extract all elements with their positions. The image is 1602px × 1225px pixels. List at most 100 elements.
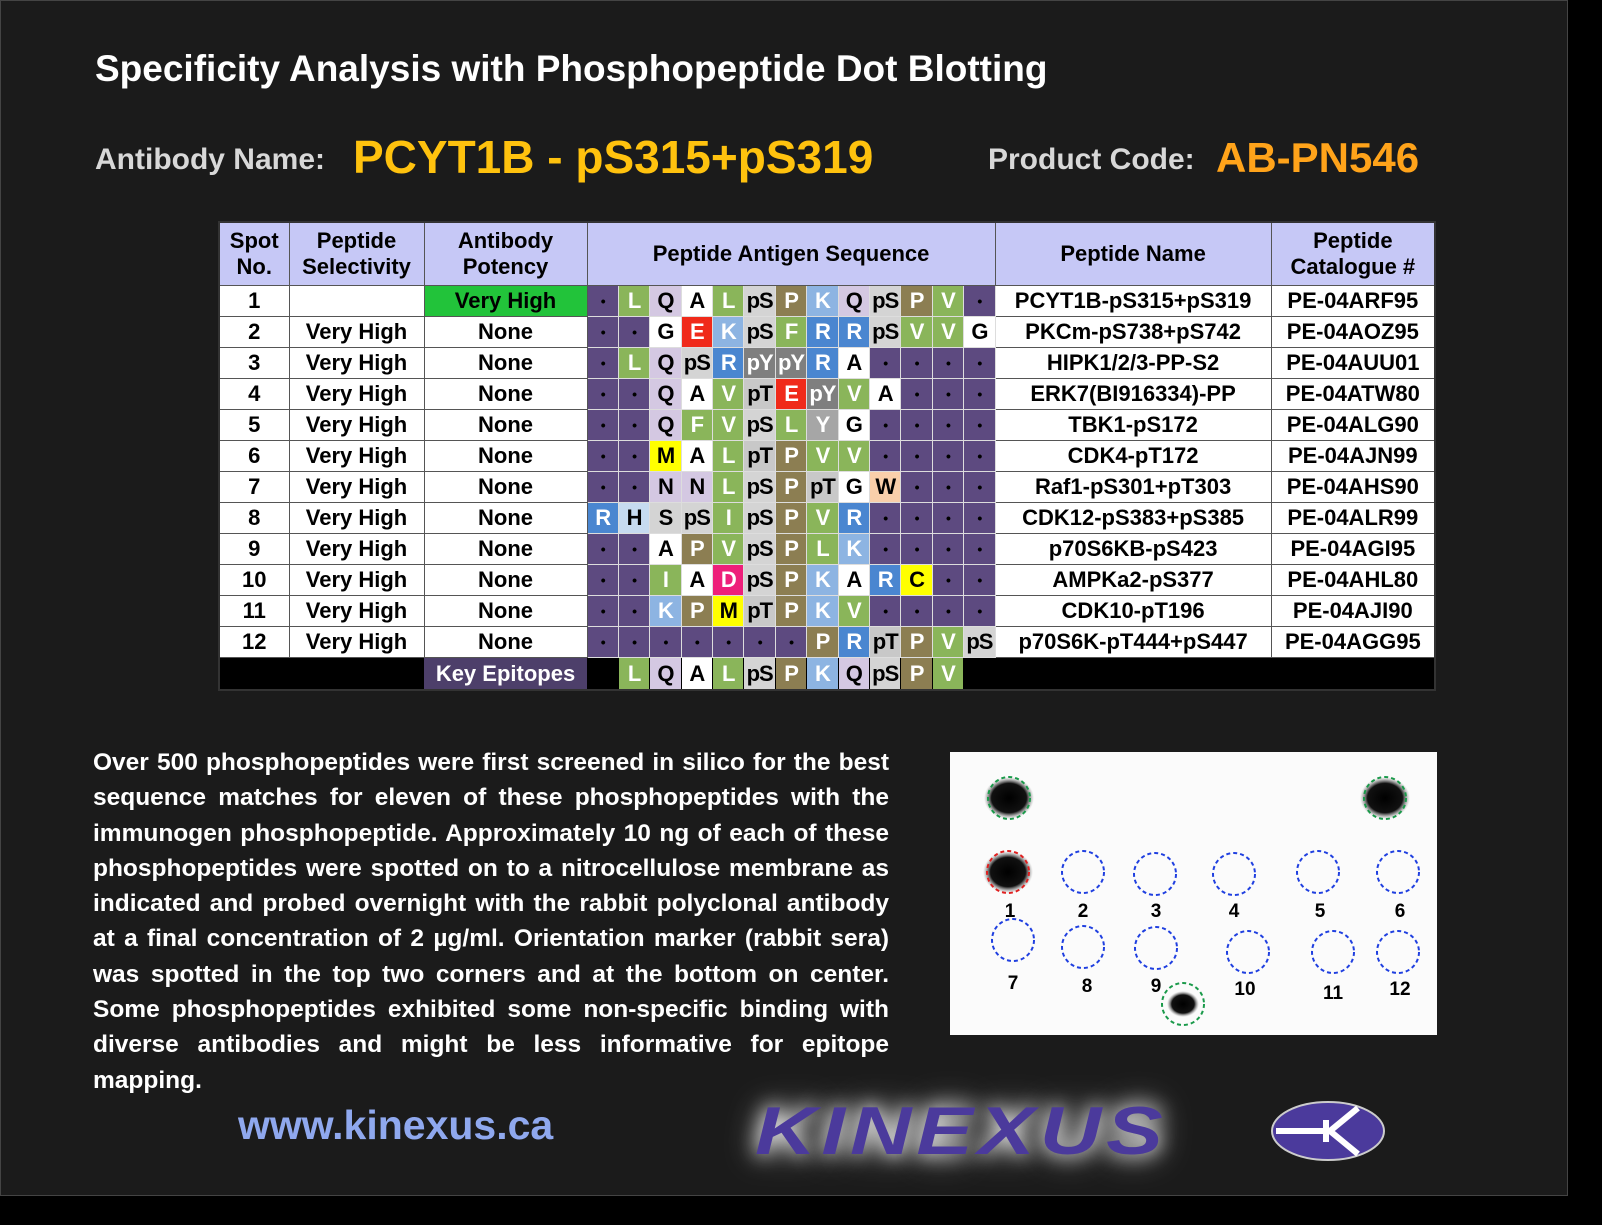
- header-peptide-name: Peptide Name: [994, 221, 1272, 286]
- sequence-residue: Q: [649, 409, 682, 441]
- sequence-residue: N: [680, 471, 714, 503]
- sequence-residue: F: [680, 409, 714, 441]
- spot-label: 1: [1005, 901, 1016, 922]
- sequence-residue: P: [774, 657, 808, 691]
- catalogue-number: PE-04AHS90: [1270, 471, 1436, 503]
- spot-number: 2: [218, 316, 290, 348]
- blot-spot-dark: [1167, 991, 1199, 1017]
- dot-blot-image: 1 2 3 4 5 67 8 9 10 11 12: [950, 752, 1437, 1035]
- sequence-residue: •: [617, 471, 651, 503]
- sequence-residue: P: [774, 595, 808, 627]
- sequence-residue: [963, 657, 996, 690]
- sequence-residue: pS: [743, 285, 776, 317]
- catalogue-number: PE-04ALR99: [1270, 502, 1436, 534]
- sequence-residue: G: [837, 409, 871, 441]
- sequence-residue: P: [774, 533, 808, 565]
- antibody-potency: None: [423, 626, 588, 658]
- spot-number: 8: [218, 502, 290, 534]
- spot-number: 7: [218, 471, 290, 503]
- sequence-residue: •: [931, 471, 965, 503]
- sequence-residue: •: [869, 347, 902, 379]
- sequence-residue: •: [931, 378, 965, 410]
- sequence-residue: •: [963, 502, 996, 534]
- sequence-residue: pS: [743, 564, 776, 596]
- sequence-residue: P: [774, 471, 808, 503]
- sequence-residue: •: [586, 378, 619, 410]
- catalogue-number: PE-04AGI95: [1270, 533, 1436, 565]
- peptide-name: p70S6KB-pS423: [994, 533, 1272, 565]
- antibody-potency: None: [423, 502, 588, 534]
- sequence-residue: L: [712, 471, 745, 503]
- catalogue-number: PE-04ARF95: [1270, 285, 1436, 317]
- peptide-selectivity: Very High: [288, 409, 425, 441]
- sequence-residue: pS: [963, 626, 996, 658]
- spot-number: 1: [218, 285, 290, 317]
- sequence-residue: pS: [743, 657, 776, 691]
- sequence-residue: V: [712, 533, 745, 565]
- sequence-residue: •: [649, 626, 682, 658]
- sequence-residue: •: [963, 564, 996, 596]
- sequence-residue: M: [712, 595, 745, 627]
- website-link[interactable]: www.kinexus.ca: [238, 1102, 554, 1148]
- sequence-residue: L: [806, 533, 839, 565]
- sequence-residue: V: [931, 285, 965, 317]
- peptide-selectivity: Very High: [288, 595, 425, 627]
- sequence-residue: P: [806, 626, 839, 658]
- sequence-residue: R: [806, 316, 839, 348]
- sequence-residue: pY: [774, 347, 808, 379]
- sequence-residue: •: [617, 409, 651, 441]
- antibody-potency: None: [423, 409, 588, 441]
- sequence-residue: A: [649, 533, 682, 565]
- empty-cell: [995, 657, 1436, 690]
- sequence-residue: •: [931, 595, 965, 627]
- sequence-residue: •: [869, 409, 902, 441]
- sequence-residue: V: [837, 440, 871, 472]
- catalogue-number: PE-04ATW80: [1270, 378, 1436, 410]
- spot-outline: [987, 776, 1031, 820]
- sequence-residue: pT: [869, 626, 902, 658]
- sequence-residue: •: [617, 316, 651, 348]
- sequence-residue: K: [837, 533, 871, 565]
- spot-number: 12: [218, 626, 290, 658]
- antibody-name-label: Antibody Name:: [95, 143, 326, 176]
- antibody-potency: None: [423, 316, 588, 348]
- sequence-residue: R: [869, 564, 902, 596]
- spot-number: 9: [218, 533, 290, 565]
- sequence-residue: •: [586, 316, 619, 348]
- sequence-residue: A: [680, 657, 714, 691]
- peptide-selectivity: Very High: [288, 316, 425, 348]
- sequence-residue: V: [900, 316, 933, 348]
- page-title: Specificity Analysis with Phosphopeptide…: [95, 48, 1048, 89]
- sequence-residue: R: [837, 502, 871, 534]
- sequence-residue: pS: [869, 657, 902, 691]
- peptide-selectivity: Very High: [288, 471, 425, 503]
- sequence-residue: •: [586, 285, 619, 317]
- sequence-residue: Q: [837, 657, 871, 691]
- peptide-selectivity: Very High: [288, 564, 425, 596]
- spot-outline: [1133, 852, 1177, 896]
- sequence-residue: •: [963, 285, 996, 317]
- peptide-selectivity: Very High: [288, 378, 425, 410]
- sequence-residue: pS: [743, 471, 776, 503]
- sequence-residue: V: [837, 595, 871, 627]
- peptide-name: CDK12-pS383+pS385: [994, 502, 1272, 534]
- sequence-residue: •: [900, 533, 933, 565]
- specificity-table: Spot No. Peptide Selectivity Antibody Po…: [218, 221, 1437, 691]
- blot-spot-dark: [1360, 777, 1410, 819]
- sequence-residue: •: [963, 409, 996, 441]
- sequence-residue: •: [869, 440, 902, 472]
- sequence-residue: pT: [743, 595, 776, 627]
- sequence-residue: •: [586, 533, 619, 565]
- spot-label: 11: [1323, 983, 1344, 1004]
- spot-outline: [1212, 852, 1256, 896]
- header-catalogue: Peptide Catalogue #: [1270, 221, 1436, 286]
- sequence-residue: •: [680, 626, 714, 658]
- description-text: Over 500 phosphopeptides were first scre…: [93, 749, 889, 1094]
- catalogue-number: PE-04AJN99: [1270, 440, 1436, 472]
- sequence-residue: Y: [806, 409, 839, 441]
- sequence-residue: K: [806, 564, 839, 596]
